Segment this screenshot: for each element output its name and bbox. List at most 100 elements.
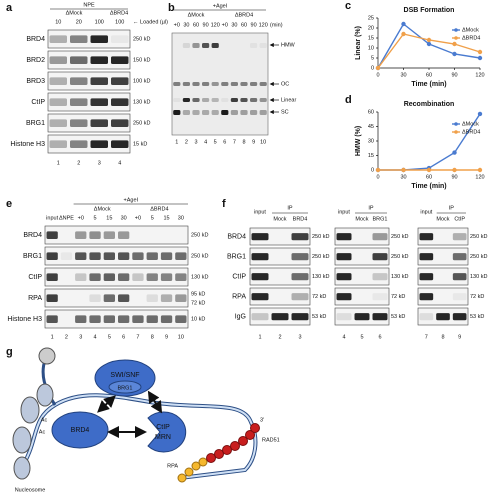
band bbox=[173, 110, 181, 115]
rad51-label: RAD51 bbox=[262, 437, 280, 443]
y-tick-label: 45 bbox=[368, 124, 374, 130]
row-label: Histone H3 bbox=[10, 141, 45, 148]
mw-label: 250 kD bbox=[470, 254, 487, 260]
band bbox=[259, 43, 267, 48]
band bbox=[192, 82, 200, 86]
blot-row bbox=[47, 92, 131, 112]
band bbox=[202, 98, 210, 102]
mw-label: 250 kD bbox=[391, 234, 408, 240]
row-label: BRD4 bbox=[26, 36, 45, 43]
y-tick-label: 25 bbox=[368, 15, 374, 21]
time-label: 30 bbox=[121, 215, 127, 221]
band bbox=[251, 313, 269, 321]
band bbox=[192, 110, 200, 115]
x-tick-label: 0 bbox=[376, 174, 379, 180]
lane-number: 3 bbox=[98, 160, 101, 166]
x-tick-label: 90 bbox=[451, 174, 457, 180]
band bbox=[211, 98, 219, 102]
chart-title: DSB Formation bbox=[404, 7, 455, 14]
band bbox=[250, 98, 258, 102]
y-tick-label: 15 bbox=[368, 35, 374, 41]
lane-number: 4 bbox=[118, 160, 121, 166]
chart-title: Recombination bbox=[404, 101, 455, 108]
band bbox=[259, 98, 267, 102]
input-label: input bbox=[420, 209, 432, 215]
band bbox=[354, 313, 370, 321]
row-label: CtIP bbox=[28, 274, 42, 281]
band bbox=[118, 315, 130, 323]
band bbox=[251, 293, 269, 301]
diagram-shapes bbox=[12, 347, 260, 483]
blot-row bbox=[44, 246, 189, 266]
x-tick-label: 60 bbox=[426, 174, 432, 180]
data-point bbox=[375, 65, 381, 71]
band bbox=[452, 253, 467, 261]
blot-row bbox=[44, 267, 189, 287]
mw-label: 72 kD bbox=[391, 294, 405, 300]
band bbox=[336, 233, 352, 241]
band bbox=[46, 273, 58, 281]
band bbox=[452, 313, 467, 321]
band bbox=[49, 140, 67, 148]
row-label: IgG bbox=[235, 313, 246, 320]
band bbox=[211, 110, 219, 115]
lane-number: 9 bbox=[458, 334, 461, 340]
row-label: RPA bbox=[232, 293, 246, 300]
panel-label: a bbox=[6, 2, 13, 14]
mw-label: 250 kD bbox=[191, 253, 208, 259]
group-label: ΔBRD4 bbox=[110, 10, 128, 16]
legend-marker bbox=[454, 122, 458, 126]
control-label: ΔNPE bbox=[59, 215, 74, 221]
data-point bbox=[375, 167, 381, 173]
row-label: BRG1 bbox=[26, 120, 45, 127]
band bbox=[202, 43, 210, 48]
mw-label: 130 kD bbox=[312, 274, 329, 280]
ip-label: IP bbox=[287, 205, 293, 211]
lane-number: 2 bbox=[278, 334, 281, 340]
band bbox=[240, 82, 248, 86]
lane-number: 8 bbox=[151, 334, 154, 340]
band bbox=[103, 294, 115, 302]
band bbox=[118, 231, 130, 239]
data-point bbox=[401, 167, 406, 173]
blot-row bbox=[249, 227, 311, 246]
band bbox=[146, 315, 158, 323]
band bbox=[182, 82, 190, 86]
band bbox=[251, 233, 269, 241]
band bbox=[75, 315, 87, 323]
mw-label: 53 kD bbox=[391, 314, 405, 320]
y-tick-label: 20 bbox=[368, 25, 374, 31]
mw-label: 72 kD bbox=[191, 301, 205, 307]
band bbox=[89, 315, 101, 323]
lane-number: 10 bbox=[178, 334, 184, 340]
band bbox=[118, 273, 130, 281]
lane-number: 10 bbox=[260, 139, 266, 145]
x-tick-label: 120 bbox=[475, 72, 484, 78]
band bbox=[336, 293, 352, 301]
panel-label: b bbox=[168, 2, 175, 14]
lane-number: 4 bbox=[94, 334, 97, 340]
band bbox=[70, 140, 88, 148]
band bbox=[90, 35, 108, 43]
time-label: 60 bbox=[193, 22, 199, 28]
band bbox=[452, 293, 467, 301]
band bbox=[192, 43, 200, 48]
lane-number: 1 bbox=[57, 160, 60, 166]
x-tick-label: 60 bbox=[426, 72, 432, 78]
loaded-label: 10 bbox=[55, 19, 61, 25]
band bbox=[240, 98, 248, 102]
row-label: BRG1 bbox=[23, 253, 42, 260]
band bbox=[70, 56, 88, 64]
lane-number: 3 bbox=[298, 334, 301, 340]
band bbox=[132, 252, 144, 260]
band bbox=[46, 231, 58, 239]
band bbox=[291, 253, 309, 261]
band bbox=[452, 273, 467, 281]
input-label: input bbox=[338, 209, 350, 215]
blot-row bbox=[417, 287, 469, 306]
band bbox=[90, 140, 108, 148]
band bbox=[160, 273, 173, 281]
lane-number: 3 bbox=[79, 334, 82, 340]
band bbox=[146, 273, 158, 281]
lane-number: 6 bbox=[378, 334, 381, 340]
